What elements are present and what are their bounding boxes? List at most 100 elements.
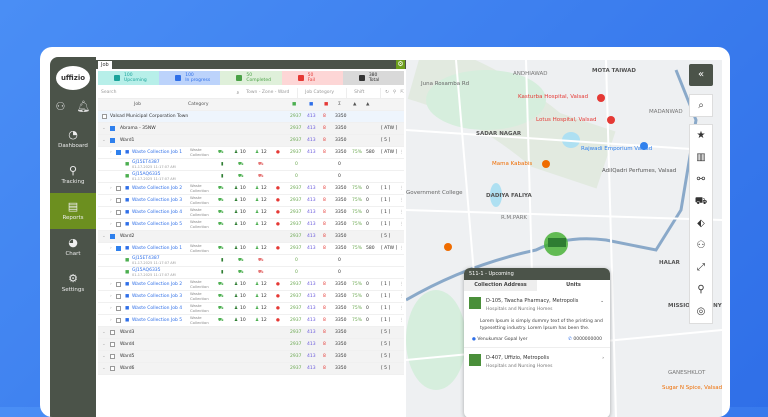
expand-icon[interactable]: ⌄ [102, 330, 106, 335]
sidebar-item-tracking[interactable]: ⚲ Tracking [50, 157, 96, 193]
job-row[interactable]: › ■ Waste Collection Job 3 Waste Collection… [98, 195, 404, 207]
bell-icon[interactable]: 🔔︎ [76, 100, 91, 113]
sidebar-item-dashboard[interactable]: ◔ Dashboard [50, 121, 96, 157]
expand-icon[interactable]: ⌄ [102, 126, 106, 131]
row-checkbox[interactable] [110, 138, 115, 143]
row-checkbox[interactable] [116, 282, 121, 287]
search-icon[interactable]: ⌕ [236, 90, 240, 96]
more-icon[interactable]: ⋮ [399, 186, 404, 191]
expand-icon[interactable]: ⌄ [102, 342, 106, 347]
more-icon[interactable]: ⋮ [399, 222, 404, 227]
sidebar-item-chart[interactable]: ◕ Chart [50, 229, 96, 265]
group-row[interactable]: ⌄ Ward1 2937 413 8 3350 [ 5 ] [98, 135, 404, 147]
alert-icon[interactable]: ● [276, 282, 280, 287]
job-row[interactable]: › ■ Waste Collection Job 4 Waste Collection… [98, 207, 404, 219]
vehicle-link[interactable]: GJ15ET4387 [132, 256, 160, 261]
geofence-icon[interactable]: ⚇ [696, 240, 706, 251]
more-icon[interactable]: ⋮ [399, 294, 404, 299]
row-checkbox[interactable] [116, 294, 121, 299]
group-row[interactable]: ⌄ Ward5 2937 413 8 3350 [ 5 ] [98, 351, 404, 363]
more-icon[interactable]: ⋮ [399, 210, 404, 215]
expand-icon[interactable]: › [110, 306, 112, 311]
address-item[interactable]: D-407, Uffizio, Metropolis Hospitals and… [464, 348, 610, 374]
map-layers-icon[interactable]: ▥ [696, 152, 706, 163]
job-link[interactable]: Waste Collection Job 5 [132, 222, 183, 227]
alert-icon[interactable]: ● [276, 222, 280, 227]
expand-icon[interactable]: › [110, 150, 112, 155]
expand-icon[interactable]: › [110, 222, 112, 227]
more-icon[interactable]: ⋮ [399, 318, 404, 323]
vehicle-row[interactable]: ■ GJ15AQ6335 01-17-2025 11:17:07 AM ▮ ⛟ ⛟ 0 0 [98, 171, 404, 183]
zone-filter[interactable]: Town - Zone - Ward [243, 87, 299, 98]
vehicle-assign-icon[interactable]: ⛟ [218, 246, 224, 251]
user-icon[interactable]: ⚇ [55, 100, 66, 113]
stat-completed[interactable]: 50 Completed [220, 71, 282, 85]
vehicle-row[interactable]: ■ GJ15AQ6335 01-17-2025 11:17:07 AM ▮ ⛟ ⛟ 0 0 [98, 267, 404, 279]
expand-icon[interactable]: ⌄ [102, 366, 106, 371]
vehicle-assign-icon[interactable]: ⛟ [218, 306, 224, 311]
sidebar-item-settings[interactable]: ⚙ Settings [50, 265, 96, 301]
row-checkbox[interactable] [110, 342, 115, 347]
alert-icon[interactable]: ● [276, 306, 280, 311]
vehicle-icon[interactable]: ⛟ [694, 196, 708, 207]
job-row[interactable]: › ■ Waste Collection Job 3 Waste Collection… [98, 291, 404, 303]
vehicle-assign-icon[interactable]: ⛟ [218, 282, 224, 287]
search-input[interactable]: Search [101, 90, 117, 95]
stat-upcoming[interactable]: 100 Upcoming [98, 71, 160, 85]
alert-icon[interactable]: ● [276, 198, 280, 203]
more-icon[interactable]: ⋮ [399, 246, 404, 251]
vehicle-assign-icon[interactable]: ⛟ [218, 186, 224, 191]
stat-total[interactable]: 380 Total [342, 71, 405, 85]
job-row[interactable]: › ■ Waste Collection Job 2 Waste Collection… [98, 183, 404, 195]
expand-icon[interactable]: ⌄ [102, 354, 106, 359]
expand-icon[interactable]: › [110, 246, 112, 251]
group-row[interactable]: ⌄ Ward3 2937 413 8 3350 [ 5 ] [98, 327, 404, 339]
job-link[interactable]: Waste Collection Job 3 [132, 198, 183, 203]
group-row[interactable]: ⌄ Ward6 2937 413 8 3350 [ 5 ] [98, 363, 404, 375]
stat-in-progress[interactable]: 100 In progress [159, 71, 221, 85]
job-link[interactable]: Waste Collection Job 4 [132, 306, 183, 311]
row-checkbox[interactable] [110, 354, 115, 359]
vehicle-assign-icon[interactable]: ⛟ [218, 198, 224, 203]
vehicle-assign-icon[interactable]: ⛟ [218, 222, 224, 227]
vehicle-assign-icon[interactable]: ⛟ [218, 294, 224, 299]
stat-fail[interactable]: 50 Fail [281, 71, 343, 85]
job-link[interactable]: Waste Collection Job 5 [132, 318, 183, 323]
tag-icon[interactable]: ⬖ [697, 218, 705, 229]
vehicle-link[interactable]: GJ15ET4387 [132, 160, 160, 165]
alert-icon[interactable]: ● [276, 246, 280, 251]
address-item[interactable]: D-105, Twacha Pharmacy, Metropolis Hospi… [464, 291, 610, 348]
expand-icon[interactable]: › [110, 198, 112, 203]
more-icon[interactable]: ⋮ [399, 150, 404, 155]
job-row[interactable]: › ■ Waste Collection Job 5 Waste Collection… [98, 219, 404, 231]
row-checkbox[interactable] [110, 366, 115, 371]
vehicle-link[interactable]: GJ15AQ6335 [132, 268, 161, 273]
vehicle-row[interactable]: ■ GJ15ET4387 01-17-2025 11:17:07 AM ▮ ⛟ ⛟ 0 0 [98, 159, 404, 171]
tab-job[interactable]: Job [98, 61, 112, 69]
row-checkbox[interactable] [116, 150, 121, 155]
row-checkbox[interactable] [116, 210, 121, 215]
favorite-icon[interactable]: ★ [696, 130, 706, 141]
expand-icon[interactable]: › [110, 186, 112, 191]
vehicle-assign-icon[interactable]: ⛟ [218, 210, 224, 215]
filter-icon[interactable]: ⚲ [392, 90, 397, 95]
refresh-icon[interactable]: ↻ [385, 90, 389, 95]
row-checkbox[interactable] [116, 306, 121, 311]
row-checkbox[interactable] [116, 318, 121, 323]
vehicle-assign-icon[interactable]: ⛟ [218, 318, 224, 323]
expand-icon[interactable]: › [110, 318, 112, 323]
more-icon[interactable]: ⋮ [399, 198, 404, 203]
job-link[interactable]: Waste Collection Job 3 [132, 294, 183, 299]
shift-filter[interactable]: Shift [351, 87, 382, 98]
group-row[interactable]: ⌄ Ward2 2937 413 8 3350 [ 5 ] [98, 231, 404, 243]
job-link[interactable]: Waste Collection Job 2 [132, 186, 183, 191]
job-row[interactable]: › ■ Waste Collection Job 4 Waste Collection… [98, 303, 404, 315]
row-checkbox[interactable] [116, 222, 121, 227]
sidebar-item-reports[interactable]: ▤ Reports [50, 193, 96, 229]
expand-icon[interactable]: › [110, 294, 112, 299]
tab-collection-address[interactable]: Collection Address [464, 280, 537, 291]
export-icon[interactable]: ⇱ [400, 90, 404, 95]
row-checkbox[interactable] [110, 126, 115, 131]
tab-units[interactable]: Units [566, 282, 581, 288]
category-filter[interactable]: Job Category [302, 87, 348, 98]
